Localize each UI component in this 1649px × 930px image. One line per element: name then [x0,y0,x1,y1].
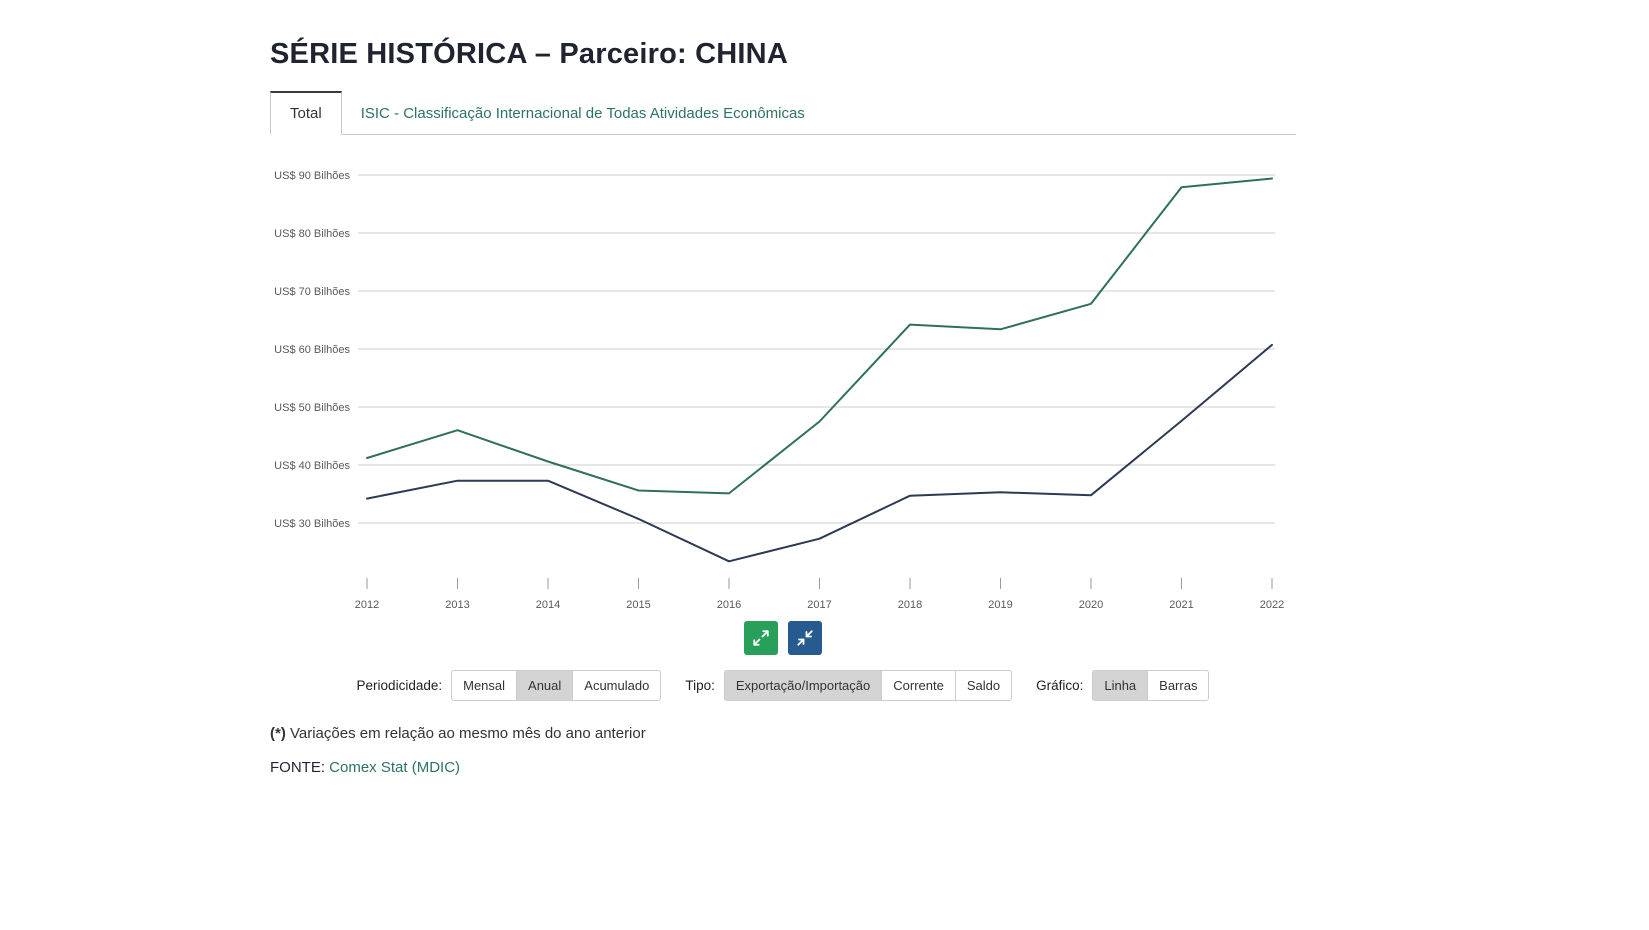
source-line: FONTE: Comex Stat (MDIC) [270,759,1296,776]
zoom-controls [270,621,1296,655]
grafico-label: Gráfico: [1036,678,1084,693]
x-axis-tick-label: 2015 [626,599,650,611]
collapse-chart-button[interactable] [788,621,823,655]
periodicidade-anual-button[interactable]: Anual [516,670,574,701]
tipo-saldo-button[interactable]: Saldo [954,670,1013,701]
collapse-arrows-icon [797,630,813,646]
footnote-marker: (*) [270,725,286,742]
x-axis-tick-label: 2018 [898,599,922,611]
y-axis-tick-label: US$ 60 Bilhões [274,344,350,356]
footnote-text: Variações em relação ao mesmo mês do ano… [290,725,646,742]
footnote: (*) Variações em relação ao mesmo mês do… [270,725,1296,742]
periodicidade-buttons: Mensal Anual Acumulado [451,670,662,701]
tipo-corrente-button[interactable]: Corrente [881,670,956,701]
tab-isic[interactable]: ISIC - Classificação Internacional de To… [360,105,805,122]
line-chart: US$ 90 Bilhões US$ 80 Bilhões US$ 70 Bilhõ… [274,170,1284,611]
tipo-label: Tipo: [685,678,715,693]
x-axis-tick-label: 2016 [717,599,741,611]
grafico-barras-button[interactable]: Barras [1147,670,1210,701]
x-axis-tick-label: 2014 [536,599,560,611]
y-axis-tick-label: US$ 40 Bilhões [274,460,350,472]
periodicidade-label: Periodicidade: [356,678,443,693]
source-link[interactable]: Comex Stat (MDIC) [329,759,461,776]
expand-arrows-icon [753,630,769,646]
y-axis-tick-label: US$ 90 Bilhões [274,170,350,182]
tab-total[interactable]: Total [270,91,342,135]
grafico-group: Gráfico: Linha Barras [1036,670,1210,701]
periodicidade-acumulado-button[interactable]: Acumulado [572,670,662,701]
controls-row: Periodicidade: Mensal Anual Acumulado Ti… [270,670,1296,701]
source-label: FONTE: [270,759,325,776]
tipo-buttons: Exportação/Importação Corrente Saldo [723,670,1013,701]
chart-area: US$ 90 Bilhões US$ 80 Bilhões US$ 70 Bilhõ… [270,157,1296,615]
page-title: SÉRIE HISTÓRICA – Parceiro: CHINA [270,38,788,70]
expand-chart-button[interactable] [743,621,778,655]
page-container: SÉRIE HISTÓRICA – Parceiro: CHINA Total … [270,38,1296,776]
y-axis-tick-label: US$ 50 Bilhões [274,402,350,414]
y-axis-tick-label: US$ 30 Bilhões [274,518,350,530]
tipo-exportacao-importacao-button[interactable]: Exportação/Importação [723,670,883,701]
tab-bar: Total ISIC - Classificação Internacional… [270,91,1296,135]
tipo-group: Tipo: Exportação/Importação Corrente Sal… [685,670,1013,701]
x-axis-tick-label: 2022 [1260,599,1284,611]
x-axis-tick-label: 2017 [807,599,831,611]
importa-o-line [366,343,1273,563]
periodicidade-group: Periodicidade: Mensal Anual Acumulado [357,670,662,701]
x-axis-tick-label: 2013 [445,599,469,611]
y-axis-tick-label: US$ 70 Bilhões [274,286,350,298]
periodicidade-mensal-button[interactable]: Mensal [451,670,518,701]
x-axis-tick-label: 2019 [988,599,1012,611]
grafico-linha-button[interactable]: Linha [1092,670,1149,701]
grafico-buttons: Linha Barras [1092,670,1210,701]
x-axis-tick-label: 2012 [355,599,379,611]
y-axis-tick-label: US$ 80 Bilhões [274,228,350,240]
exporta-o-line [366,177,1273,495]
x-axis-tick-label: 2020 [1079,599,1103,611]
x-axis-tick-label: 2021 [1169,599,1193,611]
